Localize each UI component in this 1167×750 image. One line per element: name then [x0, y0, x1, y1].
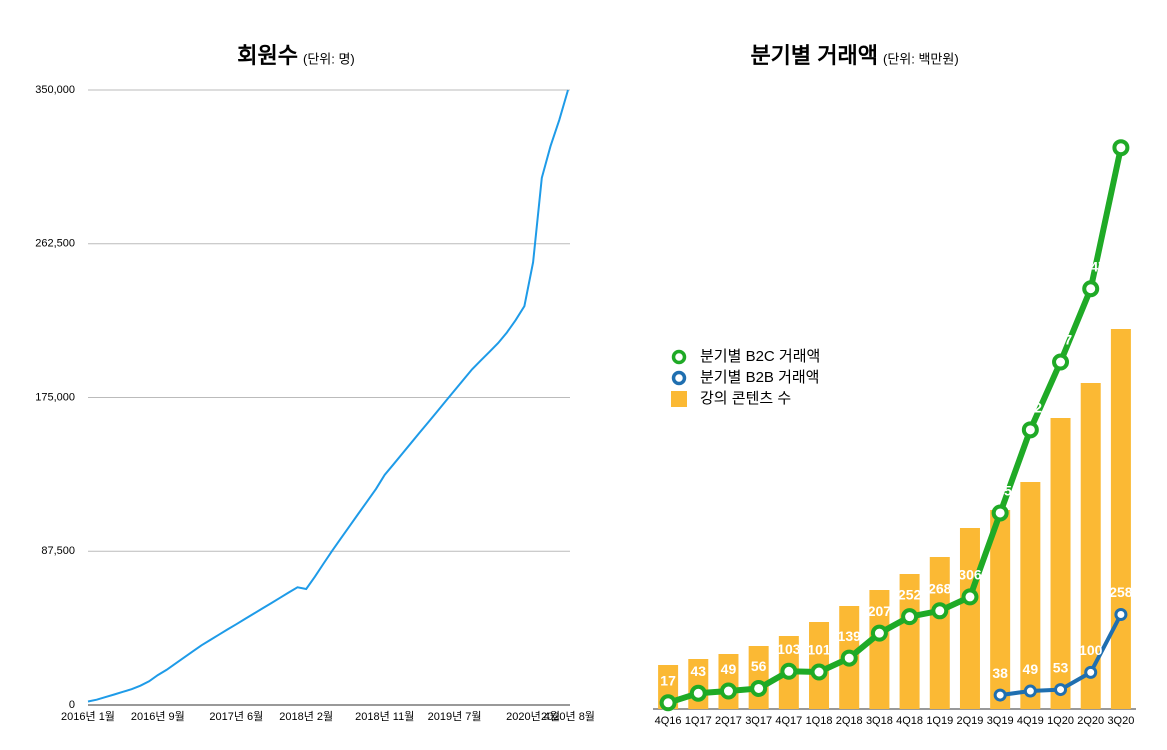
point: [840, 649, 858, 667]
bar: [959, 528, 980, 709]
data-label: 56: [751, 658, 767, 674]
point: [1114, 607, 1128, 621]
point: [870, 624, 888, 642]
chart-title: 분기별 거래액: [750, 43, 878, 68]
bar: [929, 557, 950, 709]
data-label: 1532: [1105, 117, 1136, 133]
data-label: 762: [1019, 400, 1043, 416]
data-label: 1147: [1076, 258, 1107, 274]
data-label: 103: [777, 641, 801, 657]
point: [1112, 139, 1130, 157]
data-label: 17: [660, 672, 676, 688]
data-label: 252: [898, 586, 922, 602]
x-tick-label: 2019년 7월: [428, 710, 482, 723]
bar: [990, 510, 1011, 709]
point: [750, 679, 768, 697]
bar: [1110, 329, 1131, 709]
x-tick-label: 1Q20: [1047, 715, 1074, 727]
legend-label: 강의 콘텐츠 수: [700, 390, 791, 407]
data-label: 207: [868, 603, 892, 619]
point: [810, 663, 828, 681]
data-label: 38: [992, 665, 1008, 681]
chart-subtitle: (단위: 백만원): [883, 51, 959, 66]
x-tick-label: 2017년 6월: [209, 710, 263, 723]
x-tick-label: 2020년 8월: [541, 710, 595, 723]
x-tick-label: 1Q18: [806, 715, 833, 727]
data-label: 268: [928, 581, 952, 597]
x-tick-label: 1Q19: [926, 715, 953, 727]
x-tick-label: 3Q18: [866, 715, 893, 727]
bar: [1080, 383, 1101, 709]
member-line: [87, 89, 569, 703]
y-tick-label: 87,500: [41, 545, 75, 557]
bar: [1050, 418, 1071, 709]
legend-label: 분기별 B2C 거래액: [700, 348, 820, 365]
bar: [748, 646, 769, 709]
bar: [869, 590, 890, 709]
legend-label: 분기별 B2B 거래액: [700, 369, 820, 386]
legend-swatch: [671, 349, 687, 365]
data-label: 49: [721, 661, 737, 677]
point: [1084, 665, 1098, 679]
data-label: 947: [1049, 332, 1073, 348]
point: [719, 682, 737, 700]
x-tick-label: 2Q18: [836, 715, 863, 727]
y-tick-label: 175,000: [35, 391, 75, 403]
point: [659, 694, 677, 712]
point: [1082, 280, 1100, 298]
data-label: 258: [1109, 584, 1133, 600]
data-label: 43: [690, 663, 706, 679]
bar: [1020, 482, 1041, 709]
x-tick-label: 2Q20: [1077, 715, 1104, 727]
x-tick-label: 2Q19: [957, 715, 984, 727]
legend-swatch: [671, 391, 687, 407]
x-tick-label: 4Q16: [655, 715, 682, 727]
chart-subtitle: (단위: 명): [303, 51, 355, 66]
point: [961, 588, 979, 606]
point: [901, 608, 919, 626]
data-label: 100: [1079, 642, 1103, 658]
x-tick-label: 2Q17: [715, 715, 742, 727]
y-tick-label: 0: [69, 699, 75, 711]
x-tick-label: 2020년 4월: [506, 710, 560, 723]
point: [993, 688, 1007, 702]
series-line: [667, 147, 1124, 706]
y-tick-label: 262,500: [35, 238, 75, 250]
point: [1021, 421, 1039, 439]
x-tick-label: 2018년 11월: [355, 710, 414, 723]
x-tick-label: 2016년 9월: [131, 710, 185, 723]
x-tick-label: 3Q17: [745, 715, 772, 727]
point: [1052, 353, 1070, 371]
data-label: 49: [1023, 661, 1039, 677]
x-tick-label: 4Q19: [1017, 715, 1044, 727]
chart-title: 회원수: [237, 43, 298, 68]
point: [780, 662, 798, 680]
data-label: 139: [838, 628, 862, 644]
point: [689, 684, 707, 702]
y-tick-label: 350,000: [35, 84, 75, 96]
point: [991, 504, 1009, 522]
data-label: 306: [958, 567, 982, 583]
legend-swatch: [671, 370, 687, 386]
point: [1054, 683, 1068, 697]
data-label: 53: [1053, 659, 1069, 675]
point: [1023, 684, 1037, 698]
x-tick-label: 2018년 2월: [279, 710, 333, 723]
x-tick-label: 4Q17: [775, 715, 802, 727]
x-tick-label: 2016년 1월: [61, 710, 115, 723]
data-label: 101: [807, 642, 831, 658]
x-tick-label: 1Q17: [685, 715, 712, 727]
bar: [899, 574, 920, 709]
x-tick-label: 3Q19: [987, 715, 1014, 727]
data-label: 535: [988, 483, 1012, 499]
x-tick-label: 3Q20: [1107, 715, 1134, 727]
x-tick-label: 4Q18: [896, 715, 923, 727]
point: [931, 602, 949, 620]
